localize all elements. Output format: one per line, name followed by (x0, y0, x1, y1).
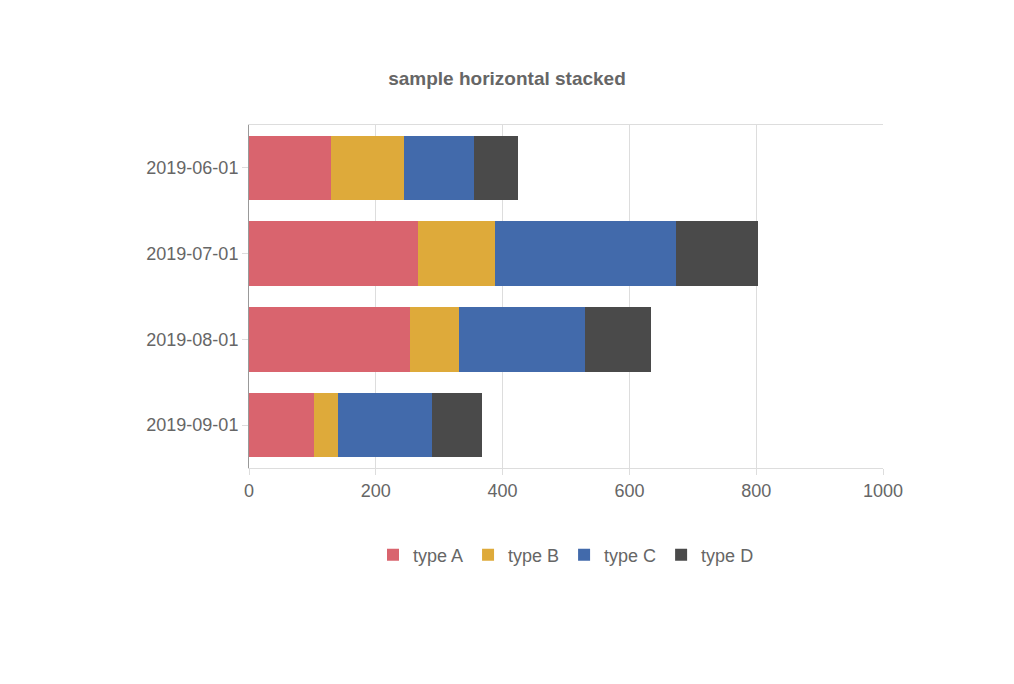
svg-text:1000: 1000 (863, 481, 903, 501)
svg-text:200: 200 (361, 481, 391, 501)
svg-text:600: 600 (614, 481, 644, 501)
svg-text:400: 400 (488, 481, 518, 501)
svg-text:2019-07-01: 2019-07-01 (146, 244, 238, 264)
svg-text:2019-09-01: 2019-09-01 (146, 415, 238, 435)
svg-text:type B: type B (508, 546, 559, 566)
svg-text:type D: type D (701, 546, 753, 566)
svg-text:sample horizontal stacked: sample horizontal stacked (388, 68, 626, 89)
svg-text:2019-08-01: 2019-08-01 (146, 330, 238, 350)
svg-text:type C: type C (604, 546, 656, 566)
svg-text:type A: type A (413, 546, 463, 566)
svg-text:0: 0 (244, 481, 254, 501)
svg-text:2019-06-01: 2019-06-01 (146, 158, 238, 178)
svg-text:800: 800 (741, 481, 771, 501)
